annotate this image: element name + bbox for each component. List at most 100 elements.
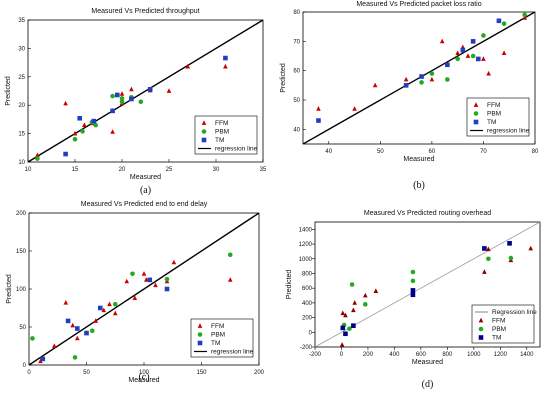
chart-4: Measured Vs Predicted routing overhead -2… (286, 210, 541, 390)
ffm-point (352, 106, 357, 111)
legend-label: TM (487, 119, 496, 126)
legend-label: PBM (492, 326, 506, 333)
tm-point (164, 286, 170, 292)
pbm-point (119, 99, 125, 105)
ffm-point (403, 76, 409, 82)
chart-title: Measured Vs Predicted throughput (91, 8, 199, 15)
legend-label: PBM (215, 129, 229, 136)
x-tick-label: 25 (166, 167, 173, 173)
legend-label: TM (215, 137, 224, 144)
ffm-point (362, 292, 368, 298)
legend-label: FFM (492, 318, 505, 325)
tm-point (110, 108, 115, 114)
ffm-point (486, 70, 491, 76)
y-tick-label: 25 (18, 75, 25, 81)
pbm-point (410, 269, 416, 275)
x-tick-label: 150 (196, 370, 207, 376)
x-tick-label: 20 (119, 167, 126, 173)
x-axis-label: Measured (128, 377, 159, 384)
tm-point (351, 323, 356, 328)
plot-frame (314, 221, 541, 348)
ffm-point (110, 129, 115, 134)
y-tick-label: 1400 (299, 227, 313, 233)
y-tick-label: 150 (16, 249, 27, 255)
chart-3: Measured Vs Predicted end to end delay 0 5… (6, 201, 265, 384)
pbm-point (72, 355, 78, 360)
legend-box (194, 115, 258, 155)
y-tick-label: 20 (18, 103, 25, 109)
pbm-point (470, 53, 476, 59)
pbm-point (349, 282, 355, 287)
tm-point (340, 325, 346, 331)
ffm-point (63, 299, 69, 305)
tm-point (98, 305, 103, 311)
tm-point (475, 56, 481, 62)
ffm-point (373, 288, 379, 294)
ffm-point (352, 300, 358, 305)
y-tick-label: 1200 (299, 242, 313, 248)
ffm-point (171, 259, 177, 265)
y-tick-label: 10 (18, 160, 25, 166)
tm-point (115, 92, 120, 98)
legend-pbm-swatch (473, 111, 479, 116)
x-axis-label: Measured (130, 174, 161, 181)
legend-label: regression line (211, 349, 254, 356)
y-tick-label: 600 (302, 286, 313, 292)
x-axis-label: Measured (412, 359, 443, 366)
ffm-point (101, 307, 107, 313)
x-tick-label: 600 (416, 352, 427, 358)
chart-title: Measured Vs Predicted routing overhead (364, 210, 491, 217)
x-tick-label: 60 (429, 149, 436, 155)
tm-point (129, 96, 134, 102)
ffm-point (82, 122, 87, 127)
ffm-point (465, 53, 471, 58)
y-tick-label: 35 (18, 18, 25, 24)
pbm-point (72, 136, 78, 142)
y-tick-label: 80 (293, 10, 300, 16)
legend-label: FFM (487, 102, 500, 109)
x-tick-label: 200 (254, 370, 265, 376)
y-tick-label: 400 (302, 301, 313, 307)
tm-point (316, 118, 321, 123)
pbm-point (508, 255, 514, 261)
y-axis-label: Predicted (6, 274, 13, 304)
y-tick-label: 200 (302, 316, 313, 322)
legend-tm-swatch (473, 119, 479, 125)
tm-point (482, 246, 487, 251)
legend-label: FFM (215, 120, 228, 127)
ffm-point (129, 86, 134, 92)
pbm-point (445, 77, 450, 82)
ffm-point (522, 15, 527, 20)
legend-label: Regression line (492, 309, 537, 316)
ffm-point (481, 56, 486, 61)
ffm-point (528, 245, 534, 251)
x-tick-label: 40 (325, 149, 332, 155)
regression-line (29, 213, 259, 365)
y-axis-label: Predicted (280, 63, 287, 93)
x-tick-label: 35 (260, 167, 267, 173)
plot-frame (302, 11, 536, 145)
pbm-point (89, 328, 95, 334)
tm-point (496, 18, 502, 24)
pbm-point (93, 122, 98, 128)
x-tick-label: 50 (377, 149, 384, 155)
pbm-point (130, 271, 135, 277)
pbm-point (362, 302, 368, 307)
ffm-point (119, 91, 125, 96)
x-tick-label: 1400 (520, 352, 534, 358)
x-tick-label: 0 (340, 352, 344, 358)
ffm-point (223, 63, 228, 69)
y-tick-label: 1000 (299, 257, 313, 263)
pbm-point (80, 129, 85, 134)
panel-caption: (a) (140, 185, 151, 196)
x-tick-label: 1000 (467, 352, 481, 358)
pbm-point (112, 301, 118, 307)
plot-area (29, 213, 259, 365)
legend-label: regression line (215, 146, 258, 153)
y-axis-label: Predicted (5, 76, 12, 106)
x-tick-label: 400 (389, 352, 400, 358)
ffm-point (153, 282, 158, 288)
tm-point (65, 318, 71, 324)
legend-box (466, 97, 530, 137)
